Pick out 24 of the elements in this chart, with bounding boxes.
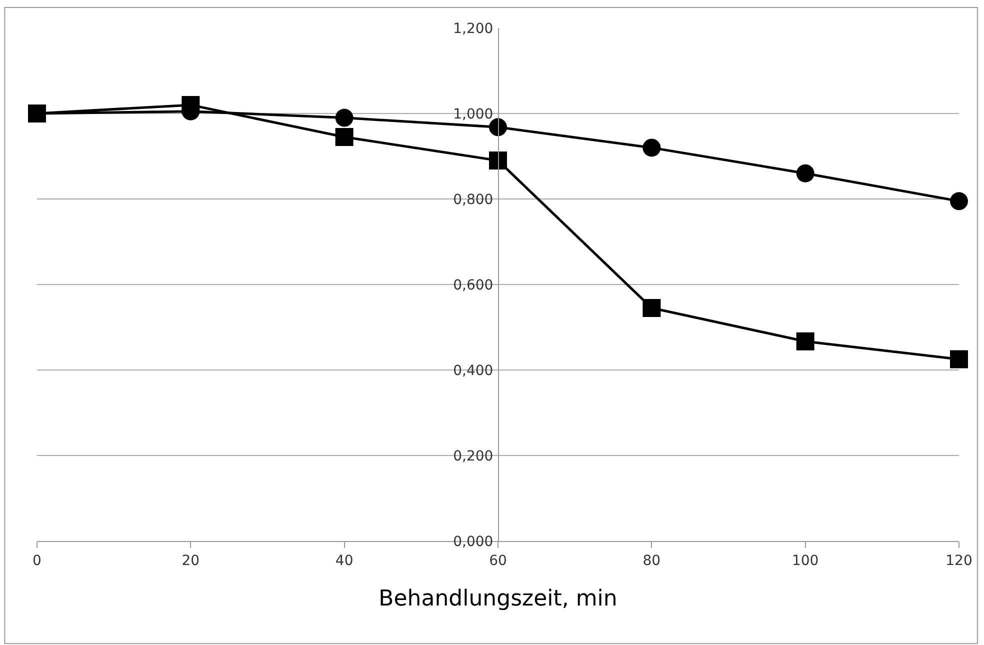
point — [796, 164, 814, 182]
point — [950, 350, 968, 368]
x-tick-label: 60 — [489, 552, 507, 569]
x-tick-label: 0 — [32, 552, 42, 569]
y-tick-label: 1,200 — [453, 20, 494, 37]
y-tick-label: 0,600 — [453, 277, 494, 294]
point — [642, 299, 661, 318]
x-tick-label: 120 — [946, 552, 972, 569]
point — [335, 108, 354, 127]
y-tick-label: 0,200 — [453, 448, 494, 464]
y-tick-label: 0,000 — [453, 534, 494, 550]
point — [642, 138, 661, 157]
point — [950, 192, 968, 210]
x-tick-label: 100 — [792, 552, 819, 569]
y-tick-label: 0,400 — [453, 362, 494, 379]
x-axis-title: Behandlungszeit, min — [378, 586, 618, 612]
y-tick-label: 0,800 — [453, 192, 494, 208]
point — [796, 332, 814, 350]
x-tick-label: 20 — [182, 552, 200, 569]
x-tick-label: 40 — [335, 552, 354, 569]
point — [335, 128, 354, 146]
x-tick-label: 80 — [642, 552, 661, 569]
point — [489, 152, 507, 170]
y-tick-label: 1,000 — [453, 106, 494, 122]
